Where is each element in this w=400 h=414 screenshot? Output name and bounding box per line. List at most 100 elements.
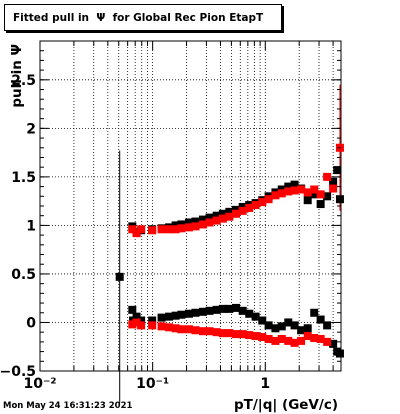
- data-point: [271, 324, 280, 333]
- data-point: [238, 330, 247, 339]
- data-point: [277, 322, 286, 331]
- data-point: [329, 177, 338, 186]
- y-tick-label: 1: [26, 218, 36, 234]
- data-point: [191, 222, 200, 231]
- data-point: [199, 327, 208, 336]
- x-axis-title: pT/|q| (GeV/c): [234, 397, 338, 413]
- data-point: [177, 325, 186, 334]
- data-point: [218, 329, 227, 338]
- data-point: [316, 334, 325, 343]
- data-point: [132, 318, 141, 327]
- data-point: [245, 331, 254, 340]
- data-point: [238, 306, 247, 315]
- data-point: [184, 218, 193, 227]
- y-axis-title: pull in Ψ: [9, 44, 25, 108]
- data-point: [184, 325, 193, 334]
- data-point: [323, 321, 332, 330]
- data-point: [284, 336, 293, 345]
- data-point: [290, 180, 299, 189]
- data-point: [258, 333, 267, 342]
- data-point: [232, 303, 241, 312]
- chart-title: Fitted pull in Ψ for Global Rec Pion Eta…: [13, 11, 264, 24]
- data-point: [251, 201, 260, 210]
- data-point: [310, 308, 319, 317]
- x-tick-label: 10⁻²: [23, 376, 56, 392]
- data-point: [329, 184, 338, 193]
- x-tick-label: 10⁻¹: [136, 376, 169, 392]
- data-point: [316, 315, 325, 324]
- data-point: [284, 318, 293, 327]
- grid: [40, 41, 341, 371]
- data-point: [251, 332, 260, 341]
- data-point: [212, 328, 221, 337]
- data-point: [132, 312, 141, 321]
- data-point: [157, 225, 166, 234]
- data-point: [177, 310, 186, 319]
- data-point: [264, 334, 273, 343]
- data-point: [258, 316, 267, 325]
- data-point: [303, 196, 312, 205]
- data-point: [225, 304, 234, 313]
- data-point: [329, 339, 338, 348]
- data-point: [148, 226, 157, 235]
- chart-title-box: Fitted pull in Ψ for Global Rec Pion Eta…: [4, 4, 282, 31]
- data-point: [218, 304, 227, 313]
- data-point: [148, 321, 157, 330]
- data-point: [258, 198, 267, 207]
- data-point: [165, 323, 174, 332]
- y-tick-label: 2: [26, 121, 36, 137]
- data-point: [284, 187, 293, 196]
- data-point: [165, 312, 174, 321]
- data-point: [184, 223, 193, 232]
- data-point: [171, 324, 180, 333]
- data-point: [212, 211, 221, 220]
- data-point: [303, 324, 312, 333]
- data-point: [264, 321, 273, 330]
- y-tick-label: 2.5: [11, 73, 36, 89]
- data-point: [316, 200, 325, 209]
- data-point: [191, 326, 200, 335]
- data-point: [251, 312, 260, 321]
- data-point: [205, 218, 214, 227]
- data-point: [137, 225, 146, 234]
- data-point: [137, 316, 146, 325]
- data-point: [277, 189, 286, 198]
- data-point: [218, 209, 227, 218]
- data-point: [128, 320, 137, 329]
- x-tick-label: 1: [260, 376, 270, 392]
- data-point: [323, 192, 332, 201]
- data-point: [290, 338, 299, 347]
- data-point: [290, 186, 299, 195]
- data-point: [277, 334, 286, 343]
- data-point: [297, 185, 306, 194]
- data-point: [148, 316, 157, 325]
- tick-labels: −0.5 0 0.5 1 1.5 2 2.5 10⁻² 10⁻¹ 1: [0, 73, 270, 392]
- timestamp: Mon May 24 16:31:23 2021: [3, 401, 133, 411]
- data-point: [165, 225, 174, 234]
- data-point: [323, 337, 332, 346]
- data-point: [184, 309, 193, 318]
- data-point: [225, 207, 234, 216]
- data-point: [177, 224, 186, 233]
- data-point: [171, 311, 180, 320]
- data-point: [205, 306, 214, 315]
- data-point: [335, 349, 344, 358]
- data-point: [310, 334, 319, 342]
- data-point: [212, 305, 221, 314]
- data-point: [132, 229, 141, 238]
- data-point: [333, 166, 342, 175]
- data-point: [245, 309, 254, 318]
- data-point: [212, 216, 221, 225]
- data-point: [297, 336, 306, 345]
- y-tick-label: −0.5: [0, 364, 36, 380]
- data-point: [157, 313, 166, 322]
- data-point: [137, 321, 146, 330]
- data-point: [297, 326, 306, 335]
- data-point: [316, 190, 325, 199]
- data-point: [191, 308, 200, 317]
- data-point: [245, 203, 254, 212]
- data-point: [115, 272, 124, 281]
- data-point: [310, 190, 319, 199]
- data-point: [205, 213, 214, 222]
